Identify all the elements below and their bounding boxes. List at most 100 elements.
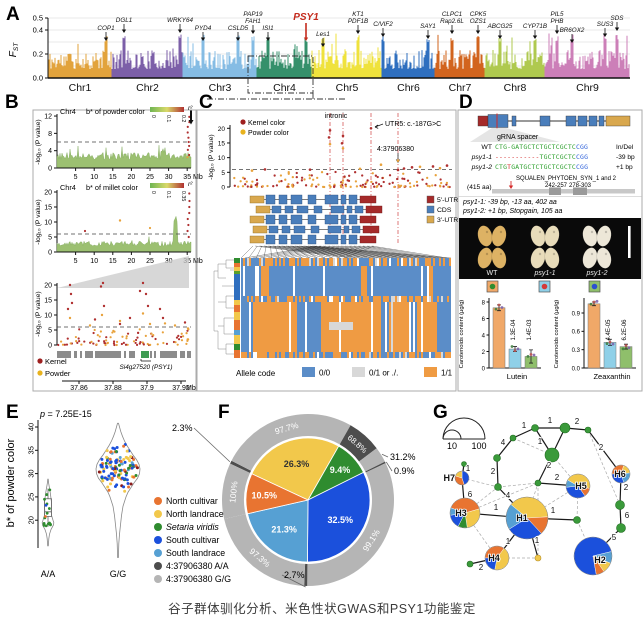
- data-dot: [108, 457, 112, 461]
- heatmap-cell: [363, 296, 365, 302]
- heatmap-cell: [347, 258, 349, 266]
- cds-box: [296, 205, 309, 214]
- heatmap-cell: [421, 296, 423, 302]
- heatmap-cell: [441, 352, 443, 358]
- snp-dot: [69, 292, 73, 296]
- heatmap-cell: [365, 258, 367, 266]
- gene-box: [487, 114, 509, 128]
- manhattan-bars-chr4: [256, 35, 312, 78]
- heatmap-cell: [301, 258, 303, 266]
- x-tick-label: 30: [165, 174, 173, 181]
- heatmap-cell: [273, 258, 275, 266]
- snp-dot: [93, 328, 96, 332]
- snp-dot: [371, 182, 375, 186]
- snp-link-line: [354, 245, 417, 259]
- photo-label: WT: [487, 270, 499, 277]
- cds-box: [278, 194, 288, 205]
- p-value: p = 7.25E-15: [39, 409, 92, 419]
- cds-box: [340, 234, 347, 245]
- snp-dot: [428, 185, 431, 188]
- heatmap-cell: [295, 258, 297, 266]
- snp-dot: [320, 171, 324, 174]
- snp-dot: [426, 176, 429, 179]
- snp-link-line: [305, 245, 353, 259]
- data-dot: [113, 485, 117, 489]
- arrowhead: [532, 35, 538, 39]
- snp-dot: [150, 332, 153, 335]
- snp-dot: [78, 340, 81, 343]
- panel-c-label: C: [199, 92, 213, 113]
- snp-dot: [380, 184, 383, 188]
- snp-dot: [186, 156, 189, 159]
- sample-dot: [532, 353, 536, 357]
- cds-box: [340, 214, 347, 225]
- heatmap-cell: [313, 258, 315, 266]
- snp-dot: [186, 229, 189, 233]
- heatmap-gap: [427, 266, 429, 296]
- figure-caption: 谷子群体驯化分析、米色性状GWAS和PSY1功能鉴定: [168, 602, 476, 616]
- snp-dot: [176, 343, 179, 346]
- legend-label: Kernel color: [248, 120, 286, 127]
- seed-hilum: [485, 252, 489, 256]
- heatmap-cell: [305, 258, 307, 266]
- heatmap-cell: [299, 352, 301, 358]
- data-dot: [117, 476, 121, 480]
- snp-dot: [112, 329, 115, 332]
- edge-label: 4: [501, 438, 506, 447]
- data-dot: [108, 482, 112, 486]
- heatmap-cell: [403, 258, 405, 266]
- y-tick-label: 10: [44, 220, 52, 227]
- y-tick-label: 20: [218, 126, 226, 133]
- snp-dot: [391, 181, 394, 184]
- snp-dot: [75, 340, 78, 343]
- snp-dot: [251, 180, 254, 183]
- callout-line: [281, 574, 306, 588]
- snp-link-line: [367, 245, 440, 259]
- heatmap-cell: [379, 258, 381, 266]
- heatmap-cell: [337, 352, 339, 358]
- chr-label: Chr3: [209, 82, 232, 94]
- y-axis-title: b* of powder color: [5, 438, 17, 527]
- heatmap-cell: [447, 296, 449, 302]
- x-tick-label: 15: [109, 174, 117, 181]
- snp-dot: [434, 174, 437, 177]
- manhattan-bars-chr7: [434, 34, 485, 78]
- heatmap-cell: [313, 296, 315, 302]
- chr-label: Chr8: [504, 82, 527, 94]
- edge-label: 6: [468, 490, 473, 499]
- snp-dot: [369, 127, 373, 130]
- legend-label: Powder: [45, 369, 71, 378]
- snp-link-line: [267, 245, 331, 259]
- data-dot: [105, 455, 109, 459]
- snp-dot: [245, 180, 248, 183]
- haplotype-outline: [573, 536, 613, 576]
- photo-label: psy1-2: [585, 270, 607, 277]
- gene-label: SDS: [611, 15, 625, 22]
- snp-dot: [409, 185, 412, 188]
- data-dot: [132, 457, 136, 461]
- heatmap-cell: [409, 258, 411, 266]
- chr-label: Chr1: [69, 82, 92, 94]
- intermediate-node: [573, 516, 581, 524]
- heatmap-cell: [449, 352, 451, 358]
- callout-label: 2.7%: [284, 570, 305, 580]
- snp-dot: [183, 321, 187, 324]
- snp-dot: [141, 341, 144, 344]
- heatmap-cell: [297, 296, 299, 302]
- panel-c-box: [196, 109, 457, 392]
- pie-slice-label: 32.5%: [327, 515, 353, 525]
- intermediate-node: [494, 483, 502, 491]
- x-tick-label: 37.88: [104, 385, 122, 392]
- snp-dot: [445, 183, 448, 186]
- heatmap-cell: [351, 296, 353, 302]
- heatmap-cell: [383, 296, 385, 302]
- r2-tick: 0.1: [165, 115, 171, 122]
- cds-box: [265, 194, 276, 205]
- snp-dot: [388, 174, 392, 177]
- snp-dot: [60, 340, 63, 343]
- seed: [582, 247, 598, 269]
- snp-dot: [287, 182, 290, 186]
- heatmap-cell: [305, 296, 307, 302]
- snp-dot: [90, 340, 93, 343]
- utr5-box: [359, 235, 377, 244]
